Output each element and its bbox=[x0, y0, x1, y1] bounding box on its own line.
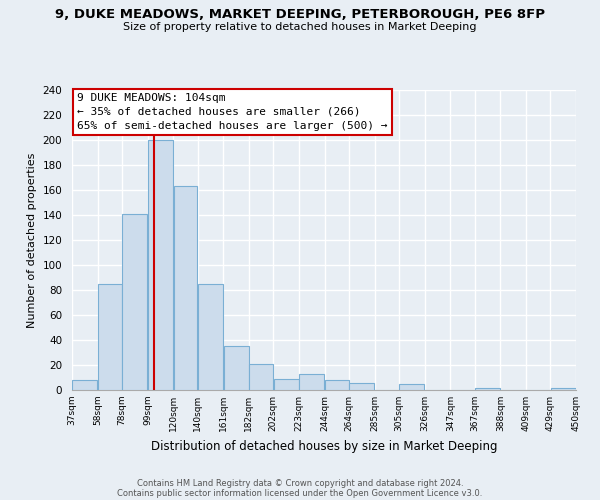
Bar bbox=[73, 380, 97, 390]
Bar bbox=[325, 380, 349, 390]
Bar bbox=[224, 346, 248, 390]
Text: Contains HM Land Registry data © Crown copyright and database right 2024.: Contains HM Land Registry data © Crown c… bbox=[137, 478, 463, 488]
Bar bbox=[551, 388, 575, 390]
Bar bbox=[249, 364, 273, 390]
Bar bbox=[148, 140, 173, 390]
Text: 9, DUKE MEADOWS, MARKET DEEPING, PETERBOROUGH, PE6 8FP: 9, DUKE MEADOWS, MARKET DEEPING, PETERBO… bbox=[55, 8, 545, 20]
Text: 9 DUKE MEADOWS: 104sqm
← 35% of detached houses are smaller (266)
65% of semi-de: 9 DUKE MEADOWS: 104sqm ← 35% of detached… bbox=[77, 93, 388, 131]
Bar bbox=[299, 374, 325, 390]
Bar bbox=[400, 384, 424, 390]
Text: Size of property relative to detached houses in Market Deeping: Size of property relative to detached ho… bbox=[123, 22, 477, 32]
Bar bbox=[349, 382, 374, 390]
Bar bbox=[274, 379, 299, 390]
Bar bbox=[475, 388, 500, 390]
Y-axis label: Number of detached properties: Number of detached properties bbox=[27, 152, 37, 328]
X-axis label: Distribution of detached houses by size in Market Deeping: Distribution of detached houses by size … bbox=[151, 440, 497, 452]
Bar bbox=[198, 284, 223, 390]
Bar bbox=[98, 284, 122, 390]
Bar bbox=[122, 214, 148, 390]
Text: Contains public sector information licensed under the Open Government Licence v3: Contains public sector information licen… bbox=[118, 488, 482, 498]
Bar bbox=[173, 186, 197, 390]
